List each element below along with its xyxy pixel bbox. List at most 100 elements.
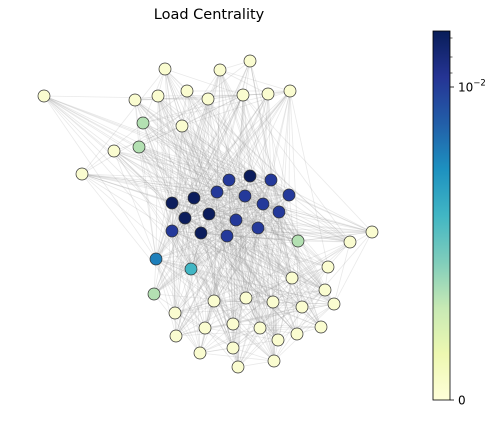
edge xyxy=(228,90,291,181)
edge xyxy=(244,195,261,329)
edges-layer xyxy=(43,60,373,368)
edge xyxy=(186,90,218,193)
edge xyxy=(226,235,335,305)
edge xyxy=(204,241,351,329)
edge xyxy=(43,95,218,193)
edge xyxy=(138,146,237,221)
edge xyxy=(171,98,209,204)
edge xyxy=(113,125,183,152)
edge xyxy=(171,202,280,213)
edge xyxy=(174,217,186,314)
edge xyxy=(216,191,234,325)
edge xyxy=(157,95,218,193)
edge xyxy=(219,69,264,205)
graph-node xyxy=(261,87,275,101)
edge xyxy=(289,90,299,242)
edge xyxy=(193,94,244,199)
edge xyxy=(175,235,228,337)
graph-node xyxy=(149,252,163,266)
edge xyxy=(186,90,264,205)
edge xyxy=(157,95,202,234)
edge xyxy=(216,191,261,329)
edge xyxy=(181,125,228,237)
edge xyxy=(297,240,303,308)
edge xyxy=(232,347,275,362)
edge xyxy=(219,69,230,181)
edge xyxy=(171,202,279,341)
edge xyxy=(272,211,280,303)
edge xyxy=(208,203,264,215)
edge xyxy=(171,202,176,314)
edge xyxy=(81,173,290,196)
edge xyxy=(153,179,272,295)
edge xyxy=(157,95,210,215)
edge xyxy=(228,179,303,308)
edge xyxy=(270,179,373,233)
edge xyxy=(208,213,261,329)
edge xyxy=(272,301,275,362)
edge xyxy=(184,217,275,362)
edge xyxy=(134,99,259,229)
edge xyxy=(228,179,239,368)
edge xyxy=(171,202,326,291)
graph-node xyxy=(187,191,201,205)
edge xyxy=(200,232,299,242)
graph-node xyxy=(107,144,121,158)
edge xyxy=(216,191,280,213)
edge xyxy=(257,227,351,243)
edge xyxy=(242,94,272,181)
edge xyxy=(193,98,209,199)
edge xyxy=(175,194,290,337)
edge xyxy=(153,202,173,295)
edge xyxy=(207,98,299,242)
edge xyxy=(244,194,290,197)
edge xyxy=(193,197,239,368)
edge xyxy=(200,232,298,335)
edge xyxy=(181,125,246,197)
edge xyxy=(249,60,272,181)
edge xyxy=(155,258,201,354)
edge xyxy=(157,94,244,97)
graph-node xyxy=(253,321,267,335)
edge xyxy=(186,90,272,181)
edge xyxy=(199,277,293,354)
graph-node xyxy=(267,354,281,368)
edge xyxy=(219,69,291,92)
edge xyxy=(207,98,210,215)
edge xyxy=(171,93,269,232)
edge xyxy=(213,235,228,302)
edge xyxy=(216,60,251,193)
edge xyxy=(244,195,275,362)
edge xyxy=(142,122,234,349)
edge xyxy=(138,146,228,237)
edge xyxy=(43,95,272,181)
edge xyxy=(164,68,237,221)
edge xyxy=(226,235,351,243)
edge xyxy=(171,230,299,242)
edge xyxy=(200,232,303,308)
edge xyxy=(155,258,275,362)
edge xyxy=(208,213,293,279)
edge xyxy=(228,179,298,335)
edge xyxy=(171,179,230,204)
edge xyxy=(155,258,293,279)
edge xyxy=(155,258,322,328)
edge xyxy=(301,266,329,308)
edge xyxy=(171,230,206,329)
edge xyxy=(270,179,275,362)
edge xyxy=(186,90,202,234)
edge xyxy=(277,303,335,341)
edge xyxy=(153,217,186,295)
edge xyxy=(157,95,228,237)
edge xyxy=(164,68,210,215)
edge xyxy=(257,227,298,335)
graph-node xyxy=(184,262,198,276)
graph-node xyxy=(37,89,51,103)
edge xyxy=(204,227,259,329)
edge xyxy=(155,231,373,260)
edge xyxy=(171,230,261,329)
graph-node xyxy=(264,173,278,187)
edge xyxy=(157,95,280,213)
edge xyxy=(155,258,247,299)
graph-node xyxy=(321,260,335,274)
